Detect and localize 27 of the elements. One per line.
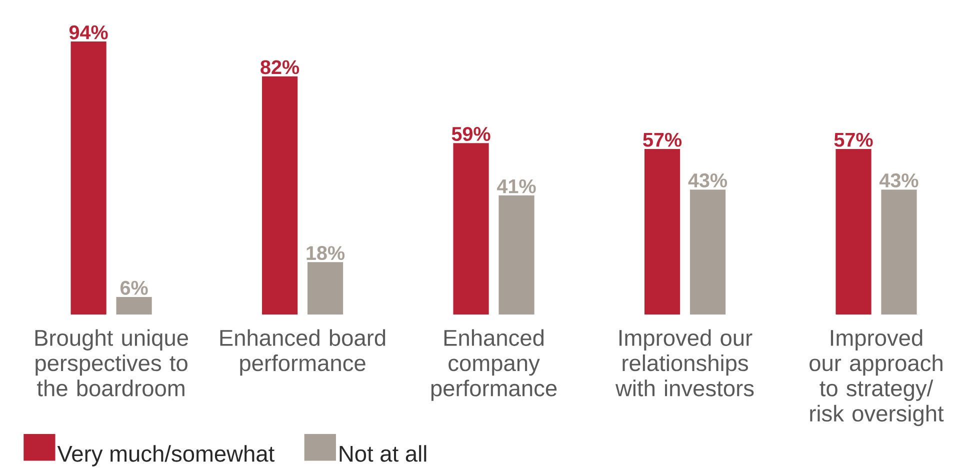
data-label: 82% xyxy=(260,60,300,74)
data-label: 59% xyxy=(452,127,490,142)
data-label: 94% xyxy=(69,26,108,40)
legend-label: Not at all xyxy=(340,445,426,462)
data-label: 18% xyxy=(306,246,345,260)
bar xyxy=(836,149,872,315)
data-label: 41% xyxy=(497,179,536,194)
legend-label: Very much/somewhat xyxy=(57,445,274,466)
x-tick-label: Brought unique perspectives to the boardroom xyxy=(35,329,188,397)
bar xyxy=(70,42,106,315)
data-label: 43% xyxy=(880,174,918,188)
x-tick-label: Improved our relationships with investors xyxy=(615,329,754,397)
bar xyxy=(262,76,298,315)
bar xyxy=(453,143,489,315)
bar xyxy=(498,196,534,315)
x-tick-label: Enhanced board performance xyxy=(220,329,386,376)
bar xyxy=(116,297,152,315)
data-label: 57% xyxy=(643,132,682,147)
bar xyxy=(307,262,344,315)
x-tick-label: Improved our approach to strategy/ risk oversight xyxy=(810,329,944,426)
x-tick-label: Enhanced company performance xyxy=(431,329,557,402)
bar xyxy=(881,190,917,315)
bar xyxy=(644,149,680,315)
data-label: 43% xyxy=(688,174,728,188)
data-label: 57% xyxy=(834,132,873,147)
data-label: 6% xyxy=(120,281,148,295)
bar xyxy=(690,190,726,315)
